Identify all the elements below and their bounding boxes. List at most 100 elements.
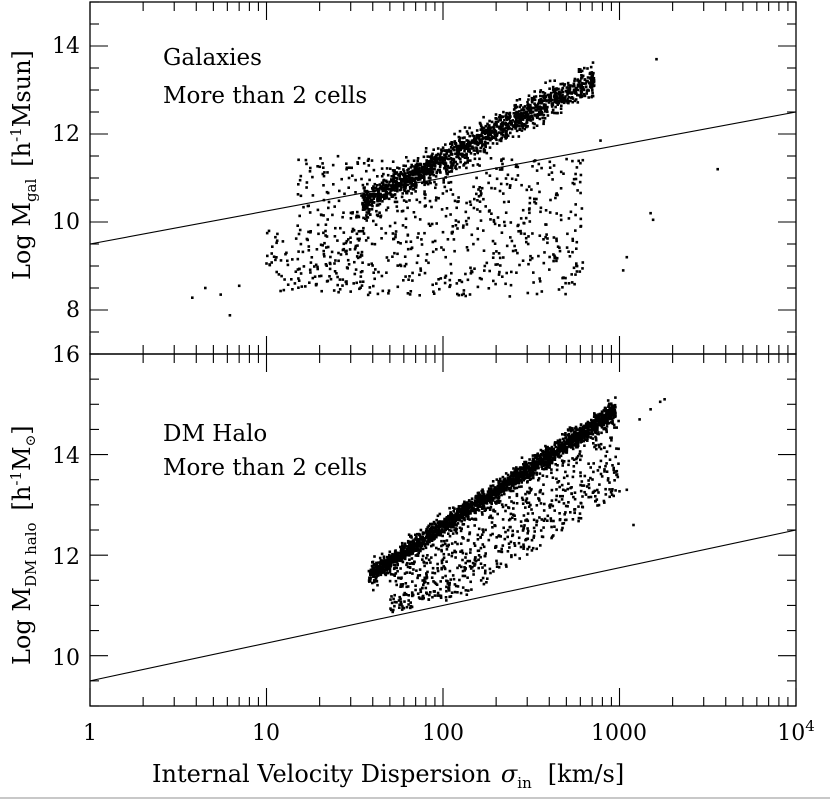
- data-point: [476, 199, 479, 202]
- data-point: [549, 198, 552, 202]
- data-point: [433, 531, 437, 534]
- data-point: [518, 128, 522, 131]
- data-point: [581, 74, 585, 78]
- data-point: [314, 283, 318, 287]
- data-point: [521, 123, 524, 127]
- data-point: [446, 172, 449, 176]
- data-point: [465, 130, 469, 133]
- data-point: [400, 186, 403, 189]
- data-point: [513, 470, 516, 473]
- data-point: [452, 516, 455, 520]
- data-point: [463, 569, 466, 572]
- data-point: [366, 216, 370, 219]
- data-point: [297, 183, 300, 186]
- data-point: [571, 434, 575, 437]
- data-point: [381, 195, 384, 199]
- data-point: [413, 177, 416, 181]
- data-point: [396, 285, 400, 289]
- data-point: [477, 195, 481, 198]
- data-point: [567, 100, 571, 103]
- data-point: [534, 468, 537, 472]
- data-point: [444, 155, 448, 158]
- data-point: [265, 231, 269, 235]
- data-point: [438, 512, 442, 516]
- data-point: [517, 472, 521, 476]
- data-point: [345, 166, 349, 170]
- data-point: [515, 99, 519, 102]
- data-point: [482, 492, 485, 496]
- data-point: [334, 259, 337, 262]
- data-point: [449, 213, 452, 216]
- data-point: [422, 540, 426, 543]
- data-point: [411, 279, 414, 282]
- data-point: [435, 518, 438, 522]
- data-point: [509, 283, 513, 287]
- data-point: [480, 489, 483, 493]
- data-point: [452, 525, 455, 529]
- data-point: [546, 110, 549, 114]
- data-point: [365, 169, 368, 173]
- data-point: [444, 143, 447, 146]
- data-point: [584, 82, 588, 85]
- data-point: [445, 599, 448, 602]
- data-point: [497, 496, 501, 500]
- data-point: [514, 471, 518, 475]
- data-point: [522, 108, 526, 112]
- data-point: [374, 569, 378, 572]
- data-point: [450, 271, 453, 275]
- data-point: [560, 95, 564, 99]
- data-point: [539, 206, 543, 210]
- data-point: [556, 103, 559, 106]
- data-point: [409, 187, 412, 190]
- data-point: [479, 562, 483, 565]
- data-point: [407, 533, 411, 536]
- data-point: [655, 57, 658, 61]
- data-point: [370, 159, 374, 162]
- data-point: [582, 92, 586, 96]
- data-point: [388, 565, 392, 568]
- data-point: [416, 157, 420, 160]
- data-point: [419, 269, 423, 272]
- data-point: [525, 110, 528, 113]
- data-point: [575, 247, 578, 250]
- data-point: [513, 553, 517, 557]
- data-point: [430, 155, 433, 158]
- data-point: [594, 427, 597, 431]
- data-point: [436, 147, 440, 150]
- data-point: [400, 541, 404, 545]
- data-point: [503, 135, 506, 138]
- data-point: [426, 164, 429, 167]
- data-point: [500, 158, 503, 161]
- data-point: [544, 450, 548, 453]
- data-point: [393, 560, 396, 563]
- data-point: [396, 252, 399, 256]
- data-point: [326, 171, 329, 174]
- data-point: [460, 516, 464, 520]
- data-point: [275, 239, 279, 242]
- data-point: [408, 185, 412, 189]
- data-point: [590, 78, 594, 81]
- data-point: [474, 508, 477, 512]
- data-point: [571, 100, 574, 104]
- data-point: [409, 247, 413, 251]
- data-point: [523, 460, 526, 464]
- data-point: [416, 164, 419, 168]
- data-point: [567, 482, 570, 485]
- data-point: [528, 458, 531, 461]
- data-point: [566, 433, 569, 437]
- data-point: [564, 432, 567, 435]
- data-point: [530, 99, 534, 102]
- data-point: [563, 433, 567, 436]
- data-point: [373, 242, 377, 246]
- data-point: [393, 550, 397, 553]
- data-point: [565, 86, 569, 89]
- data-point: [382, 172, 385, 176]
- data-point: [579, 517, 583, 520]
- data-point: [563, 442, 567, 445]
- data-point: [452, 160, 456, 163]
- data-point: [405, 191, 408, 195]
- data-point: [531, 165, 534, 168]
- data-point: [459, 160, 462, 164]
- data-point: [479, 189, 482, 193]
- data-point: [404, 175, 408, 178]
